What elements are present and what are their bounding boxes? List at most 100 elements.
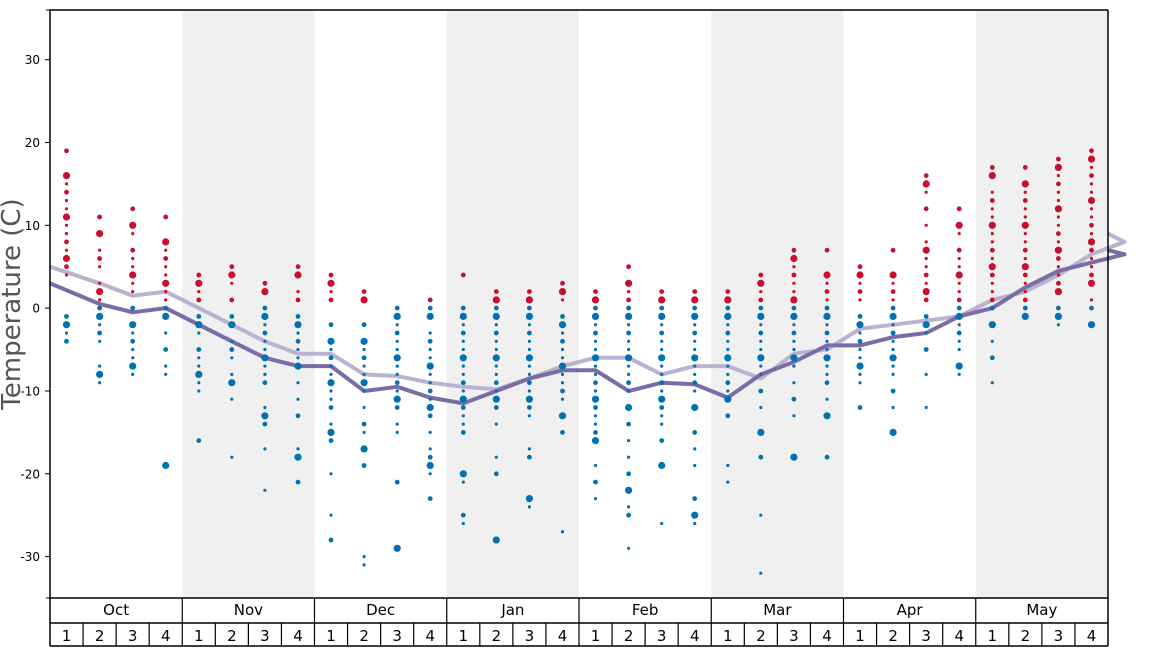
data-point-warm	[229, 297, 235, 303]
data-point-warm	[162, 279, 170, 287]
data-point-cold	[790, 354, 798, 362]
data-point-cold	[461, 323, 465, 327]
data-point-cold	[625, 354, 633, 362]
data-point-warm	[62, 213, 71, 221]
data-point-cold	[891, 405, 895, 410]
data-point-cold	[525, 312, 534, 320]
data-point-cold	[428, 331, 432, 335]
data-point-cold	[692, 305, 698, 311]
data-point-cold	[525, 495, 534, 503]
data-point-cold	[825, 372, 829, 376]
data-point-warm	[493, 289, 499, 294]
data-point-warm	[164, 298, 168, 302]
data-point-warm	[824, 289, 830, 294]
data-point-cold	[724, 354, 732, 362]
data-point-warm	[558, 288, 567, 296]
data-point-cold	[990, 381, 994, 385]
data-point-cold	[560, 381, 565, 385]
data-point-warm	[889, 271, 897, 279]
week-label: 3	[392, 627, 402, 645]
data-point-cold	[527, 454, 532, 460]
data-point-cold	[593, 463, 598, 468]
data-point-warm	[64, 223, 69, 227]
data-point-cold	[493, 471, 499, 477]
data-point-warm	[825, 298, 829, 302]
data-point-cold	[825, 397, 829, 401]
data-point-cold	[329, 422, 333, 426]
data-point-cold	[957, 323, 961, 327]
data-point-cold	[64, 331, 69, 335]
data-point-warm	[229, 264, 235, 270]
data-point-cold	[725, 380, 731, 386]
week-label: 3	[921, 627, 931, 645]
data-point-cold	[660, 414, 664, 418]
data-point-cold	[492, 354, 500, 362]
data-point-cold	[262, 380, 268, 386]
data-point-cold	[823, 312, 831, 320]
data-point-cold	[957, 347, 961, 352]
data-point-warm	[1089, 148, 1094, 154]
data-point-cold	[393, 354, 401, 362]
data-point-cold	[1022, 305, 1028, 311]
data-point-warm	[360, 296, 368, 304]
data-point-cold	[395, 364, 399, 368]
data-point-cold	[527, 305, 532, 311]
data-point-cold	[693, 389, 697, 393]
data-point-warm	[856, 271, 864, 279]
data-point-warm	[924, 256, 928, 261]
y-tick-label: 20	[25, 136, 40, 150]
data-point-cold	[428, 372, 432, 376]
data-point-warm	[988, 221, 996, 229]
data-point-cold	[263, 347, 267, 352]
data-point-cold	[196, 347, 202, 352]
data-point-warm	[163, 256, 169, 261]
month-label-oct: Oct	[103, 601, 129, 619]
data-point-cold	[494, 347, 498, 352]
data-point-warm	[1056, 174, 1060, 178]
data-point-cold	[525, 354, 534, 362]
month-band-jan	[446, 10, 579, 598]
data-point-warm	[1056, 273, 1060, 277]
data-point-cold	[759, 405, 763, 410]
data-point-warm	[1087, 279, 1096, 287]
data-point-cold	[196, 314, 202, 319]
data-point-cold	[660, 422, 664, 426]
data-point-warm	[261, 288, 269, 296]
data-point-cold	[461, 414, 465, 418]
data-points	[62, 148, 1096, 575]
data-point-cold	[891, 364, 895, 368]
data-point-cold	[164, 331, 168, 335]
data-point-warm	[131, 281, 135, 285]
data-point-cold	[660, 389, 664, 393]
data-point-cold	[659, 380, 665, 386]
data-point-cold	[197, 331, 201, 335]
data-point-cold	[627, 372, 631, 376]
data-point-cold	[360, 379, 368, 387]
data-point-cold	[163, 305, 169, 311]
data-point-cold	[889, 354, 897, 362]
data-point-cold	[527, 330, 532, 336]
data-point-warm	[990, 207, 994, 211]
data-point-cold	[294, 362, 302, 370]
data-point-cold	[527, 323, 532, 327]
week-label: 1	[62, 627, 72, 645]
data-point-cold	[889, 428, 897, 436]
data-point-warm	[956, 297, 962, 303]
data-point-warm	[295, 297, 301, 303]
data-point-cold	[625, 403, 633, 412]
week-label: 2	[888, 627, 898, 645]
data-point-cold	[693, 323, 697, 327]
data-point-warm	[626, 297, 631, 303]
data-point-cold	[957, 372, 961, 376]
data-point-warm	[625, 279, 633, 287]
week-label: 2	[227, 627, 237, 645]
data-point-warm	[626, 264, 631, 270]
data-point-cold	[593, 405, 598, 410]
data-point-cold	[395, 372, 399, 376]
data-point-cold	[361, 421, 367, 427]
data-point-cold	[825, 339, 829, 343]
week-label: 3	[789, 627, 799, 645]
data-point-warm	[922, 180, 930, 188]
data-point-cold	[494, 364, 498, 368]
data-point-cold	[394, 330, 400, 336]
